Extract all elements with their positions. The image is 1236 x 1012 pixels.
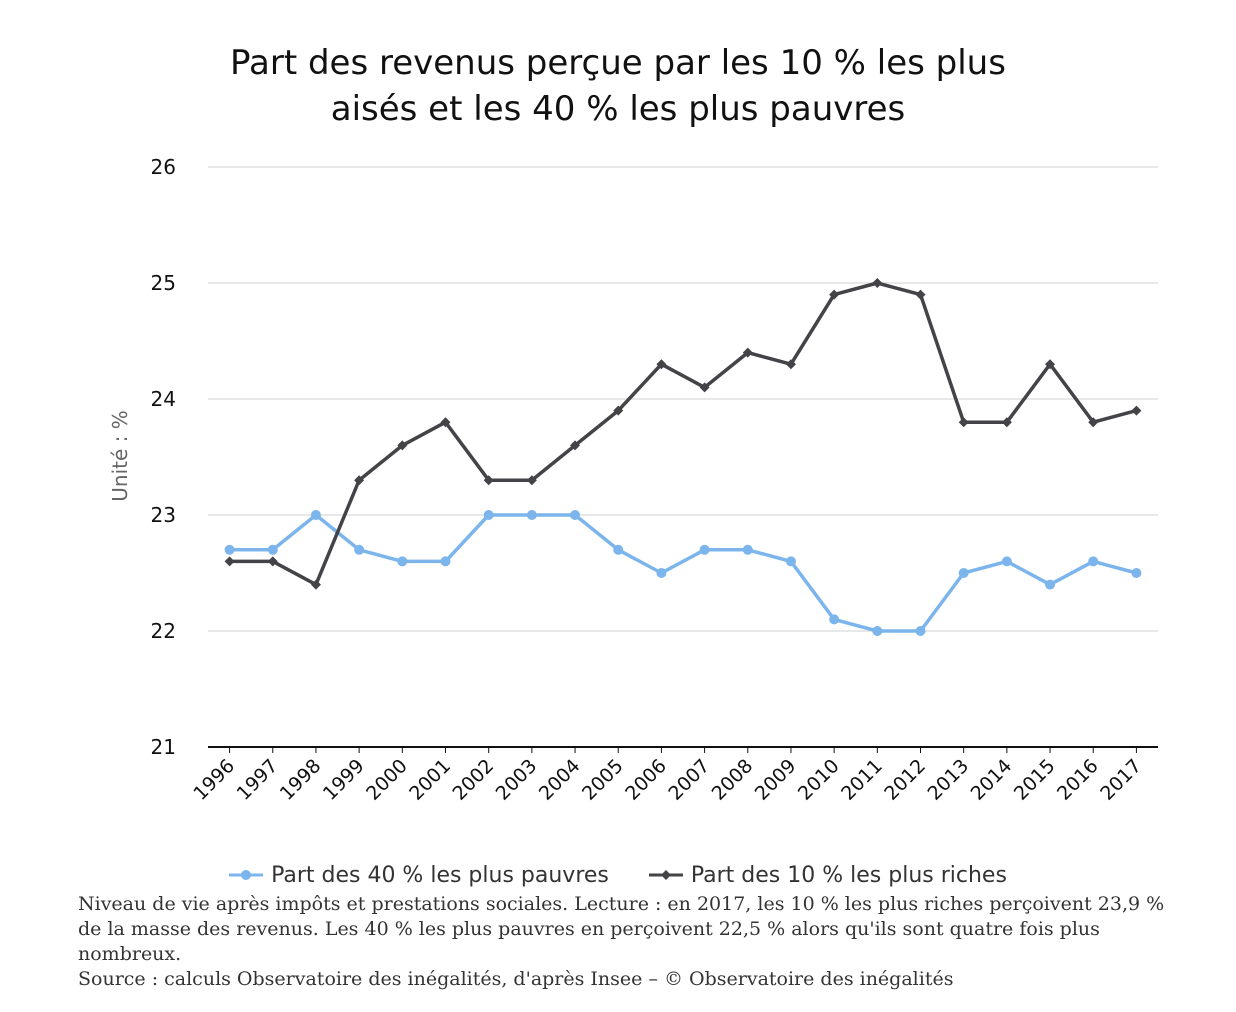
series-line-1	[229, 281, 1137, 587]
point-0-2001	[440, 556, 451, 567]
x-tick-label-2003: 2003	[492, 755, 542, 805]
x-tick-label-1998: 1998	[276, 755, 326, 805]
y-axis-ticks: 21 22 23 24 25 26	[151, 155, 176, 759]
point-1-2016	[1088, 417, 1099, 428]
x-tick-label-2001: 2001	[405, 755, 455, 805]
chart-note: Niveau de vie après impôts et prestation…	[78, 893, 1165, 965]
x-tick-label-2005: 2005	[578, 755, 628, 805]
x-tick-label-2004: 2004	[535, 755, 585, 805]
legend-item-rich[interactable]: Part des 10 % les plus riches	[648, 862, 1007, 888]
legend-label-rich: Part des 10 % les plus riches	[690, 862, 1007, 888]
point-0-2013	[958, 568, 969, 578]
x-tick-label-1997: 1997	[233, 755, 283, 805]
x-axis-ticks: 1996199719981999200020012002200320042005…	[189, 747, 1146, 805]
point-0-2017	[1131, 568, 1142, 578]
point-0-1996	[224, 544, 235, 555]
legend: Part des 40 % les plus pauvres Part des …	[0, 858, 1236, 892]
x-tick-label-1999: 1999	[319, 755, 369, 805]
x-tick-label-2009: 2009	[751, 755, 801, 805]
point-0-2006	[656, 568, 667, 578]
point-1-2006	[656, 359, 667, 370]
legend-item-poor[interactable]: Part des 40 % les plus pauvres	[229, 863, 609, 888]
point-1-1997	[267, 556, 278, 567]
x-tick-label-2002: 2002	[448, 755, 498, 805]
point-1-2013	[958, 417, 969, 428]
point-0-2012	[915, 626, 926, 636]
legend-label-poor: Part des 40 % les plus pauvres	[271, 862, 609, 888]
point-1-2003	[526, 475, 537, 486]
chart-title-line2: aisés et les 40 % les plus pauvres	[330, 89, 906, 129]
y-tick-label-22: 22	[151, 619, 176, 643]
point-1-2017	[1131, 405, 1142, 416]
point-0-2015	[1045, 579, 1056, 590]
point-0-1999	[354, 544, 365, 555]
point-0-2002	[483, 510, 494, 520]
point-0-2010	[829, 614, 840, 625]
point-1-2010	[829, 289, 840, 300]
x-tick-label-2013: 2013	[923, 755, 973, 805]
x-tick-label-2007: 2007	[664, 755, 714, 805]
gridlines	[208, 166, 1158, 632]
point-1-2012	[915, 289, 926, 300]
series-0	[224, 510, 1142, 636]
y-tick-label-25: 25	[151, 271, 176, 295]
x-tick-label-1996: 1996	[189, 755, 239, 805]
point-0-2007	[699, 544, 710, 555]
legend-marker-poor	[241, 870, 252, 880]
legend-marker-rich	[660, 870, 671, 880]
x-tick-label-2016: 2016	[1053, 755, 1103, 805]
point-1-2004	[570, 440, 581, 451]
chart-source: Source : calculs Observatoire des inégal…	[78, 968, 954, 990]
y-tick-label-24: 24	[151, 387, 176, 411]
point-1-2005	[613, 405, 624, 416]
series-layer	[224, 278, 1142, 636]
point-1-2007	[699, 382, 710, 393]
point-1-2008	[742, 347, 753, 358]
point-1-2002	[483, 475, 494, 486]
point-0-2003	[526, 510, 537, 520]
point-1-2009	[785, 359, 796, 370]
x-tick-label-2017: 2017	[1096, 755, 1146, 805]
point-0-2011	[872, 626, 883, 636]
y-tick-label-21: 21	[151, 735, 176, 759]
point-1-2011	[872, 278, 883, 288]
series-1	[224, 278, 1142, 590]
point-1-1996	[224, 556, 235, 567]
point-0-2014	[1001, 556, 1012, 567]
legend-swatch-rich	[648, 870, 683, 880]
chart-title-line1: Part des revenus perçue par les 10 % les…	[230, 43, 1006, 83]
point-0-2016	[1088, 556, 1099, 567]
point-0-2000	[397, 556, 408, 567]
x-tick-label-2010: 2010	[794, 755, 844, 805]
point-1-1998	[310, 579, 321, 590]
point-1-2014	[1001, 417, 1012, 428]
x-tick-label-2014: 2014	[967, 755, 1017, 805]
y-tick-label-23: 23	[151, 503, 176, 527]
point-1-2001	[440, 417, 451, 428]
point-1-1999	[354, 475, 365, 486]
x-tick-label-2008: 2008	[708, 755, 758, 805]
x-tick-label-2012: 2012	[880, 755, 930, 805]
point-0-2009	[785, 556, 796, 567]
point-0-2005	[613, 544, 624, 555]
series-line-0	[229, 513, 1137, 633]
x-tick-label-2000: 2000	[362, 755, 412, 805]
point-1-2015	[1045, 359, 1056, 370]
legend-swatch-poor	[229, 870, 264, 880]
y-tick-label-26: 26	[151, 155, 176, 179]
chart-title: Part des revenus perçue par les 10 % les…	[0, 40, 1236, 132]
point-1-2000	[397, 440, 408, 451]
point-0-2004	[570, 510, 581, 520]
point-0-1997	[267, 544, 278, 555]
x-tick-label-2006: 2006	[621, 755, 671, 805]
x-tick-label-2011: 2011	[837, 755, 887, 805]
footnote: Niveau de vie après impôts et prestation…	[78, 892, 1168, 992]
y-axis-label: Unité : %	[108, 410, 132, 501]
x-tick-label-2015: 2015	[1010, 755, 1060, 805]
point-0-2008	[742, 544, 753, 555]
point-0-1998	[310, 510, 321, 520]
